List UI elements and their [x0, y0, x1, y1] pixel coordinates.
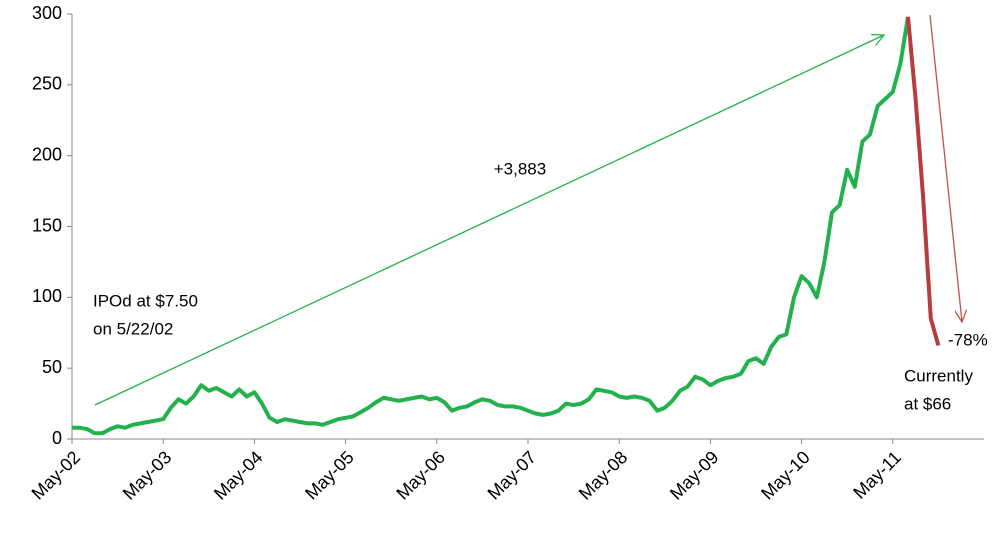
gain-arrow — [94, 35, 884, 406]
x-tick-label: May-10 — [757, 447, 814, 504]
current-label: Currently — [904, 366, 973, 385]
x-tick-label: May-09 — [666, 447, 723, 504]
x-tick-label: May-04 — [210, 447, 267, 504]
loss-arrow — [929, 14, 962, 322]
price-line — [72, 16, 910, 436]
axes: 0 50 100 150 200 250 300 May-02 May-03 May-04 May-… — [28, 3, 984, 504]
x-tick-label: May-07 — [484, 447, 541, 504]
ipo-label: IPOd at $7.50 — [93, 291, 198, 310]
price-line — [906, 16, 941, 347]
y-tick-label: 150 — [32, 215, 62, 235]
y-tick-label: 100 — [32, 286, 62, 306]
current-label: at $66 — [904, 394, 951, 413]
y-tick-label: 200 — [32, 144, 62, 164]
x-tick-label: May-08 — [575, 447, 632, 504]
gain-label: +3,883 — [494, 159, 546, 178]
x-tick-label: May-06 — [392, 447, 449, 504]
ipo-label: on 5/22/02 — [93, 319, 173, 338]
y-tick-label: 250 — [32, 74, 62, 94]
x-tick-label: May-11 — [849, 447, 905, 503]
loss-label: -78% — [948, 330, 988, 349]
x-tick-label: May-05 — [301, 447, 358, 504]
y-tick-label: 0 — [52, 428, 62, 448]
y-tick-label: 50 — [42, 357, 62, 377]
y-tick-label: 300 — [32, 3, 62, 23]
x-tick-label: May-02 — [28, 447, 85, 504]
x-tick-label: May-03 — [119, 447, 176, 504]
